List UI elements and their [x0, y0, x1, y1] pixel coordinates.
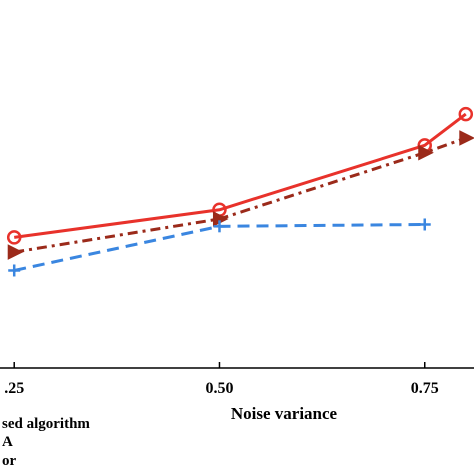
- legend: sed algorithm Aor: [2, 416, 90, 469]
- data-point: [8, 264, 21, 277]
- data-point: [458, 106, 474, 122]
- data-point: [418, 144, 434, 161]
- data-point: [459, 130, 474, 146]
- data-point: [6, 230, 22, 245]
- data-point: [213, 220, 226, 233]
- series-layer: [6, 106, 474, 277]
- x-tick-label: 0.50: [205, 380, 233, 397]
- x-axis-label: Noise variance: [231, 404, 338, 423]
- legend-entry: sed algorithm: [2, 416, 90, 432]
- series-line: [13, 136, 467, 254]
- legend-entry: or: [2, 453, 17, 469]
- x-tick-label: 0.75: [411, 380, 439, 397]
- series-line: [14, 112, 467, 239]
- data-point: [418, 218, 431, 231]
- data-point: [7, 244, 24, 260]
- legend-entry: A: [2, 434, 13, 450]
- x-tick-label: .25: [4, 380, 24, 397]
- x-ticks: .25 0.50 0.75: [4, 362, 439, 397]
